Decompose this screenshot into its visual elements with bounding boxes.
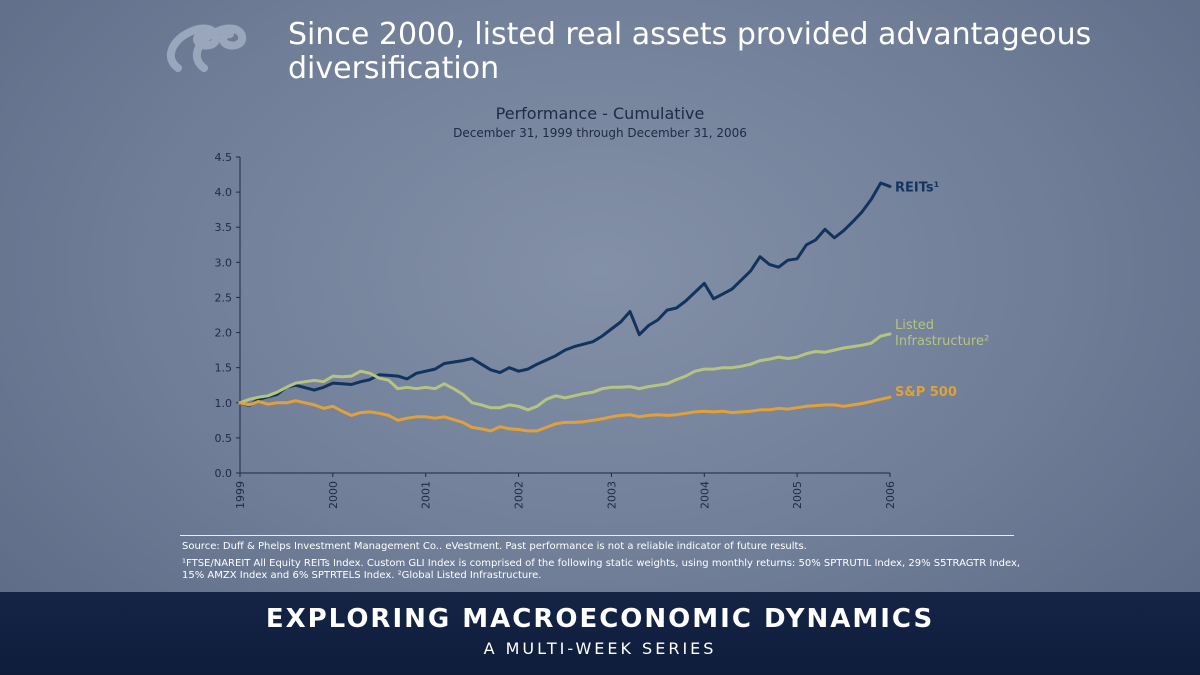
footnote-text: ¹FTSE/NAREIT All Equity REITs Index. Cus… [182,558,1021,581]
y-tick-label: 1.0 [215,397,233,410]
series-line-1 [238,332,892,412]
y-tick-label: 4.5 [215,151,233,164]
series-line-0 [238,181,892,408]
y-tick-label: 3.5 [215,221,233,234]
banner-title: EXPLORING MACROECONOMIC DYNAMICS [265,604,935,634]
y-tick-label: 0.5 [215,432,233,445]
x-tick-label: 2003 [605,481,618,509]
series-label-infrastructure: Listed Infrastructure² [895,318,989,349]
source-text: Source: Duff & Phelps Investment Managem… [182,541,807,552]
x-tick-label: 2004 [698,481,711,509]
y-tick-label: 3.0 [215,256,233,269]
page-headline: Since 2000, listed real assets provided … [288,17,1092,86]
x-tick-label: 2002 [513,481,526,509]
chart-axes: 0.0 0.5 1.0 1.5 2.0 2.5 3.0 3.5 4.0 4.5 1999 2000 20… [215,151,898,509]
chart-title: Performance - Cumulative [495,104,705,123]
divider [180,535,1014,536]
series-banner [0,592,1200,675]
series-label-reits: REITs¹ [895,180,939,195]
x-tick-label: 1999 [234,481,247,509]
x-tick-label: 2005 [791,481,804,509]
x-tick-label: 2000 [327,481,340,509]
series-label-sp500: S&P 500 [895,385,957,400]
series-line-2 [238,395,892,433]
y-tick-label: 2.0 [215,327,233,340]
y-tick-label: 1.5 [215,362,233,375]
chart-series [238,181,892,433]
banner-subtitle: A MULTI-WEEK SERIES [483,639,717,658]
y-tick-label: 2.5 [215,291,233,304]
x-tick-label: 2006 [884,481,897,509]
x-tick-label: 2001 [420,481,433,509]
y-tick-label: 0.0 [215,467,233,480]
dp-logo-icon [166,24,247,72]
chart-series-labels: REITs¹ Listed Infrastructure² S&P 500 [895,180,989,400]
line-chart: 0.0 0.5 1.0 1.5 2.0 2.5 3.0 3.5 4.0 4.5 1999 2000 20… [215,151,990,509]
y-tick-label: 4.0 [215,186,233,199]
chart-subtitle: December 31, 1999 through December 31, 2… [453,126,747,140]
